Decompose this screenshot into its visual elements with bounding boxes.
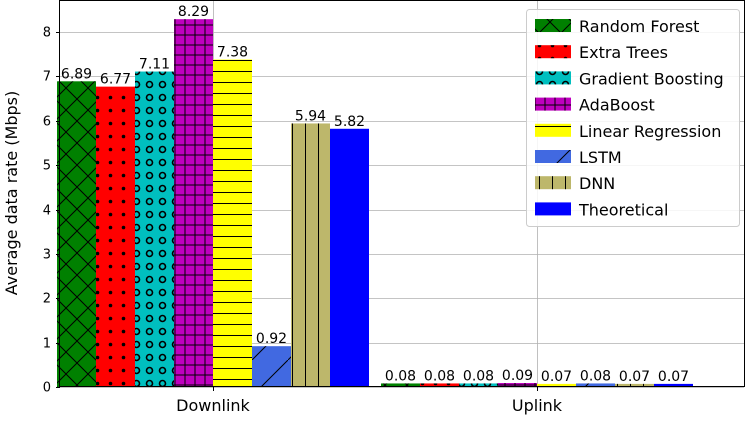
bar-hatch xyxy=(498,383,537,387)
bar-hatch xyxy=(213,59,252,387)
y-tick-label: 5 xyxy=(43,159,51,174)
legend-swatch-hatch xyxy=(535,97,571,111)
data-label: 0.07 xyxy=(541,369,572,385)
bar-hatch xyxy=(57,81,96,387)
legend-label: AdaBoost xyxy=(579,96,655,115)
data-label: 5.82 xyxy=(334,114,365,130)
data-label: 0.07 xyxy=(658,369,689,385)
data-label: 0.08 xyxy=(385,368,416,384)
y-tick-label: 8 xyxy=(43,26,51,41)
legend-swatch-hatch xyxy=(535,150,571,163)
data-label: 0.08 xyxy=(463,368,494,384)
data-label: 8.29 xyxy=(178,4,209,20)
y-axis: 0 1 2 3 4 5 6 7 8 xyxy=(43,26,60,396)
y-tick-label: 1 xyxy=(43,337,51,352)
bar-hatch xyxy=(174,19,213,388)
legend-box xyxy=(526,9,740,227)
y-tick-label: 6 xyxy=(43,115,51,130)
data-labels-group: 6.89 0.08 6.77 0.08 7.11 0.08 8.29 0.09 7.38 0.07… xyxy=(61,4,689,385)
legend-label: Linear Regression xyxy=(579,122,721,141)
y-tick-label: 0 xyxy=(43,381,51,396)
y-axis-label: Average data rate (Mbps) xyxy=(2,91,21,295)
bar xyxy=(330,128,369,388)
bar-hatch xyxy=(135,71,174,387)
x-tick-label: Uplink xyxy=(512,396,563,415)
data-label: 7.11 xyxy=(139,57,170,73)
legend-label: Gradient Boosting xyxy=(579,69,724,88)
data-label: 0.07 xyxy=(619,369,650,385)
legend-swatch-hatch xyxy=(535,71,571,85)
bar-hatch xyxy=(459,383,498,387)
data-label: 6.89 xyxy=(61,66,92,82)
data-label: 5.94 xyxy=(295,108,326,124)
y-tick-label: 7 xyxy=(43,70,51,85)
legend-label: Random Forest xyxy=(579,17,699,36)
plot-frame xyxy=(59,0,745,387)
legend-swatch-hatch xyxy=(535,45,571,59)
legend-swatch-hatch xyxy=(535,123,571,137)
legend: Random Forest Extra Trees Gradient Boostin… xyxy=(526,9,740,227)
data-label: 7.38 xyxy=(217,45,248,61)
bar-hatch xyxy=(615,383,654,387)
data-label: 0.08 xyxy=(580,368,611,384)
bar-hatch xyxy=(96,86,135,387)
legend-label: Extra Trees xyxy=(579,43,668,62)
bar-hatch xyxy=(252,346,291,387)
y-tick-label: 3 xyxy=(43,248,51,263)
bar-hatch xyxy=(291,123,330,387)
data-label: 6.77 xyxy=(100,72,131,88)
x-axis: Downlink Uplink xyxy=(176,387,563,415)
data-label: 0.92 xyxy=(256,331,287,347)
legend-label: DNN xyxy=(579,174,615,193)
data-label: 0.09 xyxy=(502,368,533,384)
legend-swatch xyxy=(535,202,571,216)
legend-label: LSTM xyxy=(579,148,622,167)
y-tick-label: 2 xyxy=(43,292,51,307)
bar-hatch xyxy=(537,383,576,387)
y-tick-label: 4 xyxy=(43,204,51,219)
legend-label: Theoretical xyxy=(578,200,668,219)
legend-swatch-hatch xyxy=(535,19,571,32)
legend-swatch-hatch xyxy=(535,176,571,190)
data-label: 0.08 xyxy=(424,368,455,384)
bars-group xyxy=(57,19,693,388)
x-tick-label: Downlink xyxy=(176,396,250,415)
bar-hatch xyxy=(420,383,459,387)
bar-hatch xyxy=(576,383,615,387)
bar-hatch xyxy=(381,383,420,387)
bar xyxy=(654,383,693,387)
